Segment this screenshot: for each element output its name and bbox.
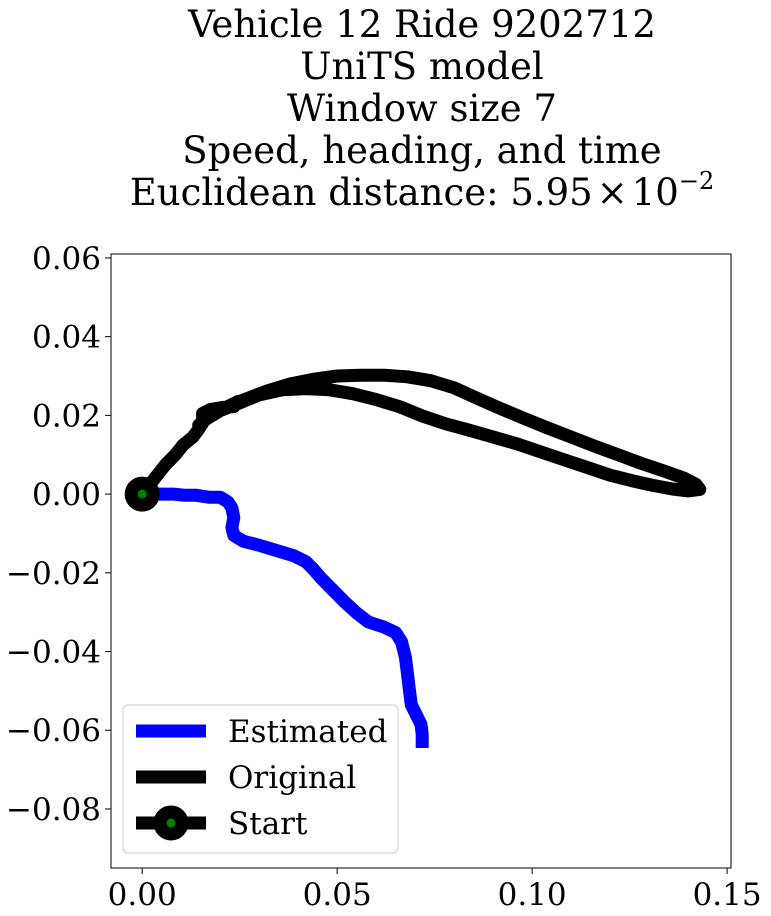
x-tick-label: 0.00 bbox=[108, 877, 177, 913]
title-euclid-times: × bbox=[597, 171, 628, 214]
legend-label-start: Start bbox=[228, 806, 308, 842]
title-euclid-base: 10 bbox=[632, 171, 679, 214]
legend: Estimated Original Start bbox=[122, 704, 399, 854]
y-tick-label: −0.06 bbox=[6, 713, 101, 749]
legend-label-estimated: Estimated bbox=[228, 714, 387, 750]
y-tick-label: −0.08 bbox=[6, 792, 101, 828]
y-tick-label: −0.04 bbox=[6, 635, 101, 671]
y-tick-label: 0.02 bbox=[32, 398, 101, 434]
title-line-4: Speed, heading, and time bbox=[182, 129, 661, 172]
series-line-original bbox=[137, 368, 707, 499]
plot-area-frame bbox=[110, 253, 732, 869]
x-tick-label: 0.05 bbox=[303, 877, 372, 913]
axes: 0.00 0.05 0.10 0.15 0.06 0.04 0.02 0.00 −0.02 −0.… bbox=[6, 241, 762, 913]
title-line-5: Euclidean distance: 5.95 × 10−2 bbox=[130, 167, 714, 214]
title-line-2: UniTS model bbox=[300, 45, 543, 88]
y-tick-label: 0.06 bbox=[32, 241, 101, 277]
title-euclid-mantissa: 5.95 bbox=[510, 171, 592, 214]
title-line-1: Vehicle 12 Ride 9202712 bbox=[187, 3, 656, 46]
title-euclid-prefix: Euclidean distance: bbox=[130, 171, 511, 214]
legend-box bbox=[122, 704, 399, 854]
series-layer bbox=[124, 368, 707, 748]
series-line-estimated bbox=[142, 487, 429, 748]
y-tick-label: 0.04 bbox=[32, 320, 101, 356]
legend-label-original: Original bbox=[228, 760, 356, 796]
x-tick-label: 0.15 bbox=[693, 877, 762, 913]
start-marker bbox=[124, 476, 160, 512]
title-euclid-exponent: −2 bbox=[679, 167, 714, 195]
chart-title: Vehicle 12 Ride 9202712 UniTS model Wind… bbox=[130, 3, 714, 214]
y-tick-label: 0.00 bbox=[32, 477, 101, 513]
y-tick-label: −0.02 bbox=[6, 556, 101, 592]
title-line-3: Window size 7 bbox=[287, 87, 557, 130]
legend-start-marker bbox=[153, 805, 189, 841]
x-tick-label: 0.10 bbox=[498, 877, 567, 913]
